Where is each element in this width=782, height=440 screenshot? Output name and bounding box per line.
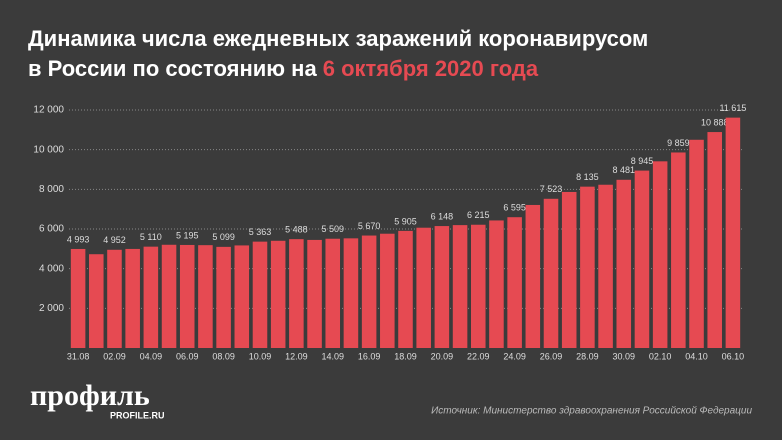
y-tick-label: 10 000 — [33, 144, 64, 155]
value-label: 8 481 — [613, 165, 636, 175]
bar — [489, 220, 504, 348]
x-tick-label: 24.09 — [503, 351, 526, 361]
y-tick-label: 12 000 — [33, 105, 64, 116]
bar — [470, 224, 486, 348]
bar — [725, 117, 741, 348]
x-tick-label: 14.09 — [321, 351, 344, 361]
x-tick-label: 08.09 — [212, 351, 235, 361]
x-tick-label: 12.09 — [285, 351, 308, 361]
y-tick-label: 8 000 — [39, 184, 64, 195]
x-tick-label: 10.09 — [249, 351, 272, 361]
bar — [561, 191, 577, 348]
value-label: 6 215 — [467, 210, 490, 220]
bar — [634, 170, 650, 348]
value-label: 10 888 — [701, 117, 729, 127]
bar — [652, 161, 668, 348]
x-tick-label: 31.08 — [67, 351, 90, 361]
y-tick-label: 2 000 — [39, 303, 64, 314]
chart-title-highlight: 6 октября 2020 года — [323, 56, 539, 81]
x-tick-label: 16.09 — [358, 351, 381, 361]
bar — [598, 184, 613, 348]
chart-title: в России по состоянию на — [28, 56, 317, 81]
value-label: 6 148 — [431, 211, 454, 221]
value-label: 8 945 — [631, 156, 654, 166]
y-tick-label: 6 000 — [39, 224, 64, 235]
bar — [707, 132, 722, 348]
value-label: 4 993 — [67, 234, 90, 244]
bar — [198, 245, 213, 348]
value-label: 6 595 — [503, 203, 526, 213]
bar — [398, 230, 413, 348]
bar — [671, 152, 686, 348]
bar — [70, 248, 86, 348]
bar — [452, 225, 468, 348]
x-tick-label: 06.10 — [722, 351, 745, 361]
value-label: 5 099 — [212, 232, 235, 242]
bar — [107, 249, 122, 348]
bar — [507, 217, 522, 348]
bar — [125, 248, 140, 348]
bar — [307, 239, 322, 348]
bar — [89, 254, 104, 348]
logo-url: PROFILE.RU — [110, 410, 165, 420]
value-label: 7 523 — [540, 184, 563, 194]
bar — [252, 241, 268, 348]
value-label: 5 905 — [394, 216, 417, 226]
bar — [216, 246, 231, 348]
bar — [325, 238, 341, 348]
bar — [234, 245, 250, 348]
x-tick-label: 02.09 — [103, 351, 126, 361]
x-tick-label: 26.09 — [540, 351, 563, 361]
chart-title: Динамика числа ежедневных заражений коро… — [28, 26, 648, 51]
bar — [179, 244, 195, 348]
x-tick-label: 18.09 — [394, 351, 417, 361]
bar — [343, 238, 359, 348]
value-label: 9 859 — [667, 138, 690, 148]
x-tick-label: 20.09 — [431, 351, 454, 361]
bar — [525, 204, 541, 348]
x-tick-label: 04.10 — [685, 351, 708, 361]
x-tick-label: 30.09 — [613, 351, 636, 361]
value-label: 8 135 — [576, 172, 599, 182]
value-label: 5 488 — [285, 225, 308, 235]
value-label: 5 509 — [321, 224, 344, 234]
bar — [543, 198, 559, 348]
bar — [616, 179, 632, 348]
value-label: 5 110 — [140, 232, 162, 242]
value-label: 11 615 — [719, 103, 746, 113]
chart-title: в России по состоянию на 6 октября 2020 г… — [28, 56, 539, 81]
bar — [161, 244, 177, 348]
x-tick-label: 02.10 — [649, 351, 672, 361]
value-label: 5 670 — [358, 221, 381, 231]
logo: профиль — [30, 379, 150, 412]
x-tick-label: 28.09 — [576, 351, 599, 361]
bar — [689, 139, 704, 348]
bar — [289, 239, 304, 348]
bar — [143, 246, 159, 348]
bar — [380, 233, 395, 348]
bar — [416, 227, 431, 348]
value-label: 4 952 — [103, 235, 126, 245]
source: Источник: Министерство здравоохранения Р… — [431, 406, 752, 417]
value-label: 5 195 — [176, 230, 199, 240]
bar — [580, 186, 595, 348]
x-tick-label: 04.09 — [140, 351, 163, 361]
bar — [270, 240, 286, 348]
bar — [434, 226, 450, 348]
bar — [361, 235, 377, 348]
value-label: 5 363 — [249, 227, 272, 237]
x-tick-label: 22.09 — [467, 351, 490, 361]
x-tick-label: 06.09 — [176, 351, 199, 361]
y-tick-label: 4 000 — [39, 263, 64, 274]
